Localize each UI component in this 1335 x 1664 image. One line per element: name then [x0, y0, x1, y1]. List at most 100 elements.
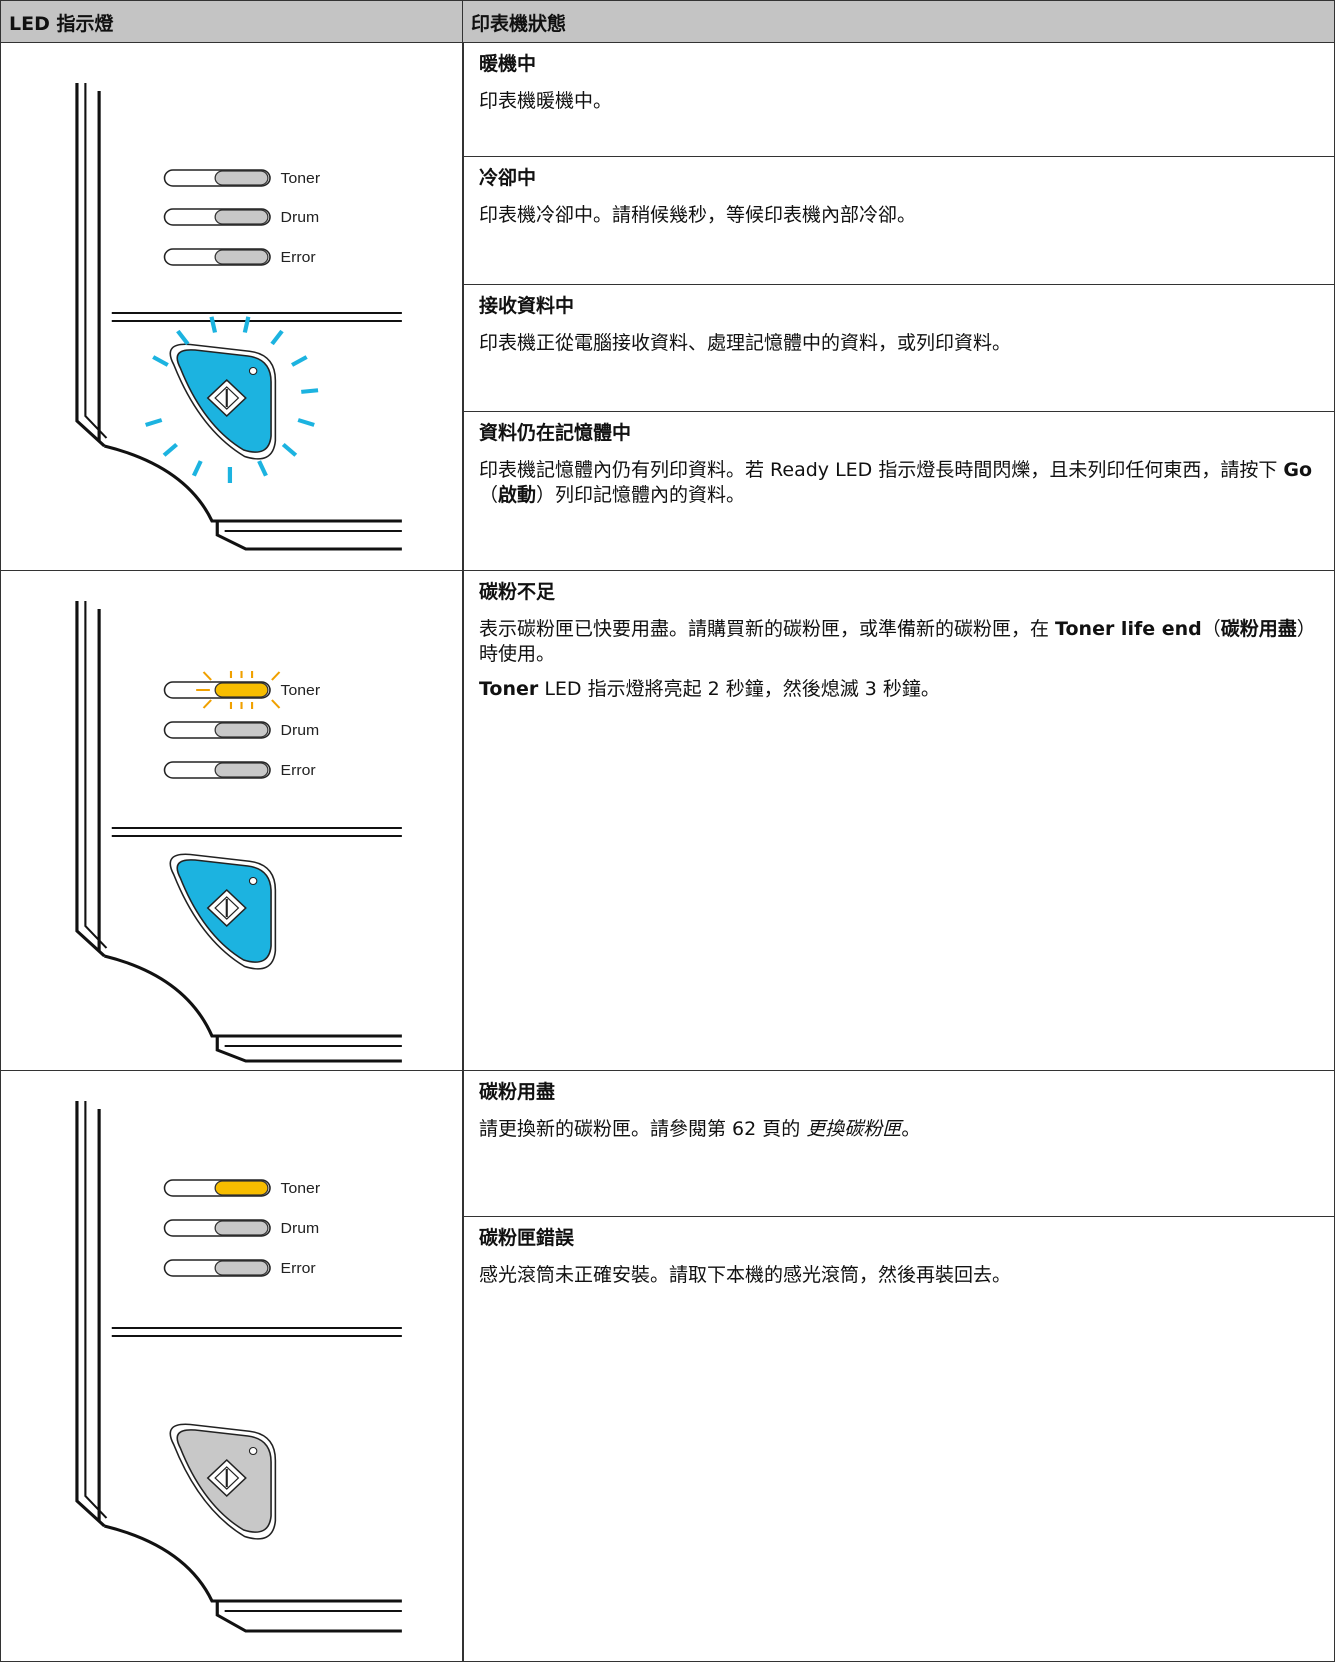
bold-run: 碳粉用盡: [1220, 618, 1297, 640]
button-ray: [209, 316, 218, 333]
bold-run: Toner: [479, 678, 539, 700]
status-block: 碳粉不足表示碳粉匣已快要用盡。請購買新的碳粉匣，或準備新的碳粉匣，在 Toner…: [463, 571, 1334, 1071]
led-label: Error: [281, 1260, 316, 1277]
text-run: 。: [901, 1118, 921, 1140]
bold-run: Go: [1283, 459, 1313, 481]
text-run: 印表機暖機中。: [479, 90, 613, 112]
status-block: 暖機中印表機暖機中。: [463, 43, 1334, 156]
text-run: ）列印記憶體內的資料。: [536, 484, 746, 506]
led-light: [214, 722, 269, 738]
button-ray: [144, 418, 163, 427]
button-ray: [270, 329, 284, 346]
button-ray: [301, 388, 319, 394]
status-title: 資料仍在記憶體中: [479, 422, 632, 444]
status-block: 碳粉用盡請更換新的碳粉匣。請參閱第 62 頁的 更換碳粉匣。: [463, 1071, 1334, 1216]
frame-line: [103, 954, 402, 1038]
italic-run: 更換碳粉匣: [806, 1118, 902, 1140]
go-icon-inner: [214, 386, 240, 410]
printer-panel: Toner Drum Error: [75, 601, 402, 1063]
frame-line: [103, 444, 402, 523]
header-status: 印表機狀態: [462, 0, 1335, 43]
go-icon-inner: [214, 896, 240, 920]
frame-line: [84, 1101, 108, 1519]
frame-line: [103, 1524, 402, 1603]
status-text: 印表機記憶體內仍有列印資料。若 Ready LED 指示燈長時間閃爍，且未列印任…: [479, 458, 1318, 508]
status-text: 印表機暖機中。: [479, 89, 1318, 114]
frame-line: [84, 601, 108, 949]
status-text: 印表機冷卻中。請稍候幾秒，等候印表機內部冷卻。: [479, 203, 1318, 228]
button-ray: [242, 316, 251, 333]
printer-panel: Toner Drum Error: [75, 1101, 402, 1633]
text-run: 印表機冷卻中。請稍候幾秒，等候印表機內部冷卻。: [479, 204, 917, 226]
button-ray: [257, 460, 268, 477]
frame-line: [215, 1036, 402, 1063]
led-light: [214, 1260, 269, 1276]
led-ray: [202, 699, 212, 709]
led-cell: Toner Drum Error: [0, 42, 464, 571]
led-light: [214, 249, 269, 265]
frame-line: [215, 1601, 402, 1633]
text-run: LED 指示燈將亮起 2 秒鐘，然後熄滅 3 秒鐘。: [538, 678, 940, 700]
status-text: Toner LED 指示燈將亮起 2 秒鐘，然後熄滅 3 秒鐘。: [479, 677, 1318, 702]
led-label: Drum: [281, 1220, 320, 1237]
led-ray: [271, 671, 281, 681]
status-text: 表示碳粉匣已快要用盡。請購買新的碳粉匣，或準備新的碳粉匣，在 Toner lif…: [479, 617, 1318, 667]
led-light: [214, 1180, 269, 1196]
button-ray: [191, 460, 203, 477]
status-block: 資料仍在記憶體中印表機記憶體內仍有列印資料。若 Ready LED 指示燈長時間…: [463, 411, 1334, 571]
text-run: （: [479, 484, 499, 506]
status-title: 碳粉匣錯誤: [479, 1227, 575, 1249]
go-button-dot: [248, 1447, 258, 1455]
status-text: 請更換新的碳粉匣。請參閱第 62 頁的 更換碳粉匣。: [479, 1117, 1318, 1142]
status-title: 碳粉用盡: [479, 1081, 556, 1103]
bold-run: Toner life end: [1055, 618, 1202, 640]
bold-run: 啟動: [498, 484, 537, 506]
frame-line: [215, 521, 402, 551]
frame-line: [75, 83, 106, 448]
led-ray: [202, 671, 212, 681]
text-run: 感光滾筒未正確安裝。請取下本機的感光滾筒，然後再裝回去。: [479, 1264, 1012, 1286]
text-run: 印表機正從電腦接收資料、處理記憶體中的資料，或列印資料。: [479, 332, 1012, 354]
button-ray: [290, 355, 308, 367]
led-label: Toner: [281, 682, 321, 699]
header-led: LED 指示燈: [0, 0, 464, 43]
frame-line: [75, 601, 106, 958]
led-label: Toner: [281, 170, 321, 187]
status-cell: 碳粉不足表示碳粉匣已快要用盡。請購買新的碳粉匣，或準備新的碳粉匣，在 Toner…: [462, 570, 1335, 1071]
status-title: 暖機中: [479, 53, 537, 75]
text-run: 印表機記憶體內仍有列印資料。若 Ready LED 指示燈長時間閃爍，且未列印任…: [479, 459, 1284, 481]
status-title: 接收資料中: [479, 295, 575, 317]
button-ray: [162, 443, 179, 457]
led-cell: Toner Drum Error: [0, 570, 464, 1071]
status-cell: 碳粉用盡請更換新的碳粉匣。請參閱第 62 頁的 更換碳粉匣。 碳粉匣錯誤感光滾筒未…: [462, 1070, 1335, 1662]
led-light: [214, 170, 269, 186]
led-label: Error: [281, 249, 316, 266]
led-label: Error: [281, 762, 316, 779]
status-title: 碳粉不足: [479, 581, 556, 603]
led-light: [214, 682, 269, 698]
frame-line: [75, 1101, 106, 1528]
status-block: 冷卻中印表機冷卻中。請稍候幾秒，等候印表機內部冷卻。: [463, 156, 1334, 284]
status-cell: 暖機中 印表機暖機中。 冷卻中 印表機冷卻中。請稍候幾秒，等候印表機內部冷卻。 接收資料…: [462, 42, 1335, 571]
status-block: 接收資料中印表機正從電腦接收資料、處理記憶體中的資料，或列印資料。: [463, 284, 1334, 411]
go-button-dot: [248, 367, 258, 375]
status-title: 冷卻中: [479, 167, 537, 189]
text-run: （: [1201, 618, 1221, 640]
led-cell: Toner Drum Error: [0, 1070, 464, 1662]
status-text: 感光滾筒未正確安裝。請取下本機的感光滾筒，然後再裝回去。: [479, 1263, 1318, 1288]
led-light: [214, 762, 269, 778]
printer-panel: Toner Drum Error: [75, 83, 402, 551]
text-run: 表示碳粉匣已快要用盡。請購買新的碳粉匣，或準備新的碳粉匣，在: [479, 618, 1056, 640]
button-ray: [176, 329, 190, 346]
status-block: 碳粉匣錯誤感光滾筒未正確安裝。請取下本機的感光滾筒，然後再裝回去。: [463, 1216, 1334, 1662]
led-light: [214, 1220, 269, 1236]
led-label: Toner: [281, 1180, 321, 1197]
button-ray: [297, 418, 315, 427]
led-label: Drum: [281, 209, 320, 226]
button-ray: [152, 355, 169, 367]
go-icon-inner: [214, 1466, 240, 1490]
button-ray: [281, 443, 298, 457]
led-label: Drum: [281, 722, 320, 739]
led-light: [214, 209, 269, 225]
